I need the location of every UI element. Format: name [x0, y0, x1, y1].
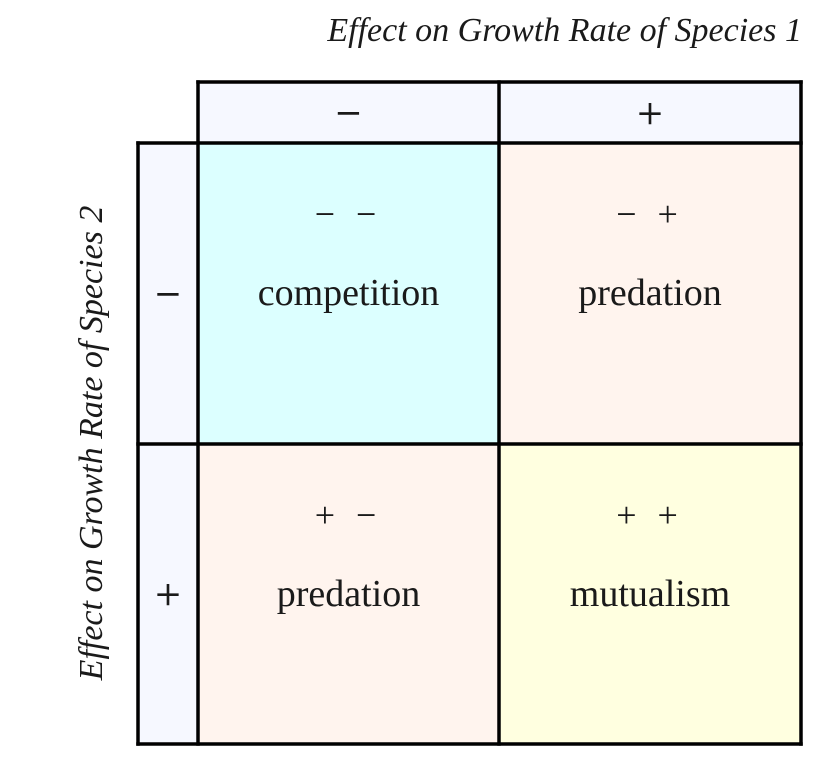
row-header-minus-label: −: [153, 273, 183, 314]
quadrant-mutualism-signs: + +: [616, 495, 684, 535]
species-1-axis-title: Effect on Growth Rate of Species 1: [327, 12, 802, 49]
species-2-axis-title: Effect on Growth Rate of Species 2: [73, 205, 110, 681]
column-header-plus: +: [499, 82, 801, 143]
quadrant-mutualism-label: mutualism: [569, 573, 731, 615]
quadrant-predation-top: − + predation: [499, 143, 801, 444]
row-header-plus-label: +: [153, 574, 183, 614]
quadrant-predation-top-signs: − +: [616, 194, 684, 234]
row-header-plus: +: [138, 444, 198, 744]
column-header-plus-label: +: [635, 92, 665, 133]
quadrant-predation-bottom-signs: + −: [314, 495, 383, 535]
quadrant-mutualism: + + mutualism: [499, 444, 801, 744]
quadrant-predation-bottom: + − predation: [198, 444, 499, 744]
quadrant-competition: − − competition: [198, 143, 499, 444]
row-header-minus: −: [138, 143, 198, 444]
quadrant-competition-label: competition: [257, 272, 440, 314]
quadrant-predation-top-label: predation: [578, 272, 722, 314]
column-header-minus-label: −: [334, 92, 363, 133]
quadrant-competition-signs: − −: [314, 194, 383, 234]
column-header-minus: −: [198, 82, 499, 143]
species-2-axis-title-wrap: Effect on Growth Rate of Species 2: [62, 143, 122, 743]
quadrant-predation-bottom-label: predation: [276, 573, 421, 615]
